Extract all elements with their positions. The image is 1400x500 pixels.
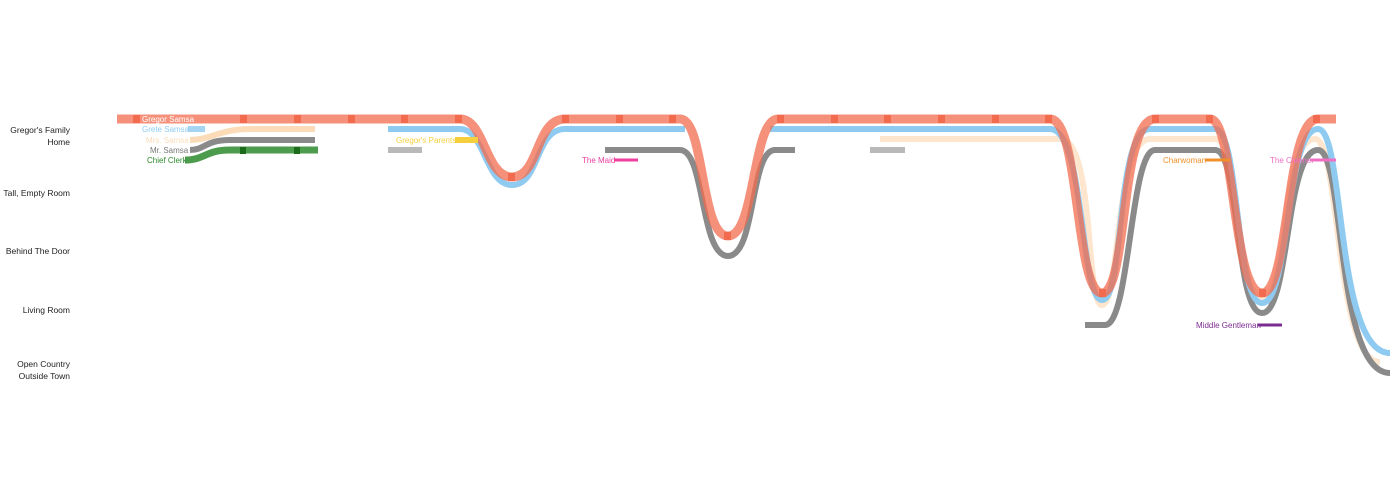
line-mrs-samsa <box>189 126 315 143</box>
label-gregors-parents: Gregor's Parents <box>396 136 456 145</box>
label-the-cleaner: The Cleaner <box>1270 156 1314 165</box>
location-label-country: Open Country Outside Town <box>17 359 70 381</box>
label-mrs-samsa: Mrs. Samsa <box>146 136 189 145</box>
label-charwoman: Charwoman <box>1163 156 1206 165</box>
label-middle-gentleman: Middle Gentleman <box>1196 321 1261 330</box>
label-grete-samsa: Grete Samsa <box>142 125 190 134</box>
location-label-room: Tall, Empty Room <box>3 188 70 198</box>
line-mr-samsa <box>189 137 315 153</box>
label-mr-samsa: Mr. Samsa <box>150 146 189 155</box>
label-the-maid: The Maid <box>582 156 615 165</box>
gregor-event-markers <box>133 115 1320 297</box>
location-label-door: Behind The Door <box>5 246 70 256</box>
label-chief-clerk: Chief Clerk <box>147 156 188 165</box>
line-chief-clerk <box>184 146 318 164</box>
location-label-living: Living Room <box>22 305 70 315</box>
label-gregor-samsa: Gregor Samsa <box>142 115 195 124</box>
line-mr-samsa-3 <box>605 147 795 260</box>
location-label-home: Gregor's Family Home <box>10 125 70 147</box>
line-gregor-samsa <box>117 114 1336 298</box>
chief-clerk-markers <box>240 147 300 154</box>
